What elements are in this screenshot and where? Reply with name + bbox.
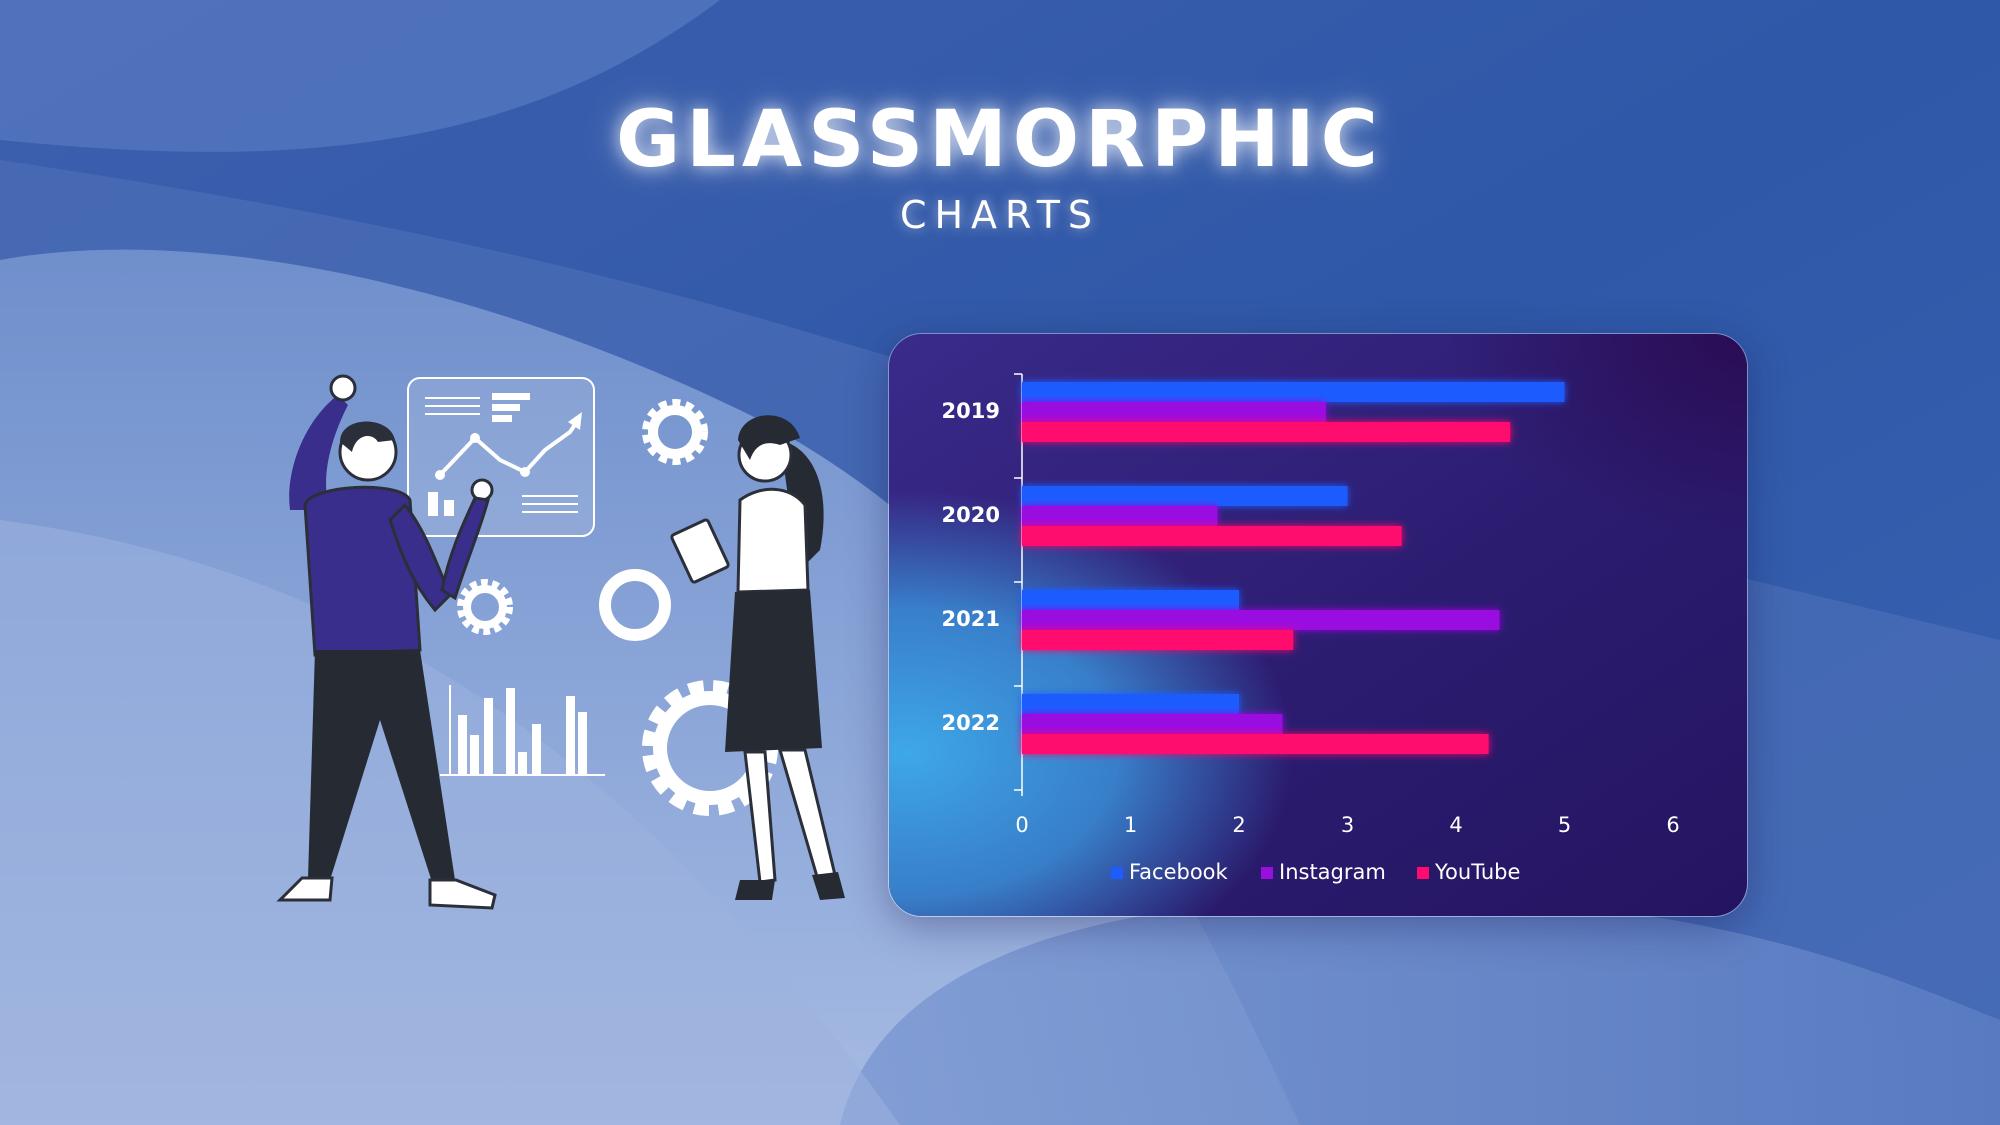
bar-facebook-2022 xyxy=(1022,694,1239,714)
legend-label: YouTube xyxy=(1434,860,1520,884)
bar-chart: 2019 2020 2021 2022 0 1 2 3 4 5 6 Facebook Instagra… xyxy=(889,334,1747,916)
x-tick-label: 4 xyxy=(1449,813,1462,837)
x-tick-label: 6 xyxy=(1666,813,1679,837)
bar-facebook-2021 xyxy=(1022,590,1239,610)
legend-swatch xyxy=(1417,867,1429,879)
legend-label: Facebook xyxy=(1129,860,1229,884)
bar-youtube-2021 xyxy=(1022,630,1294,650)
page-subtitle: CHARTS xyxy=(899,193,1101,237)
y-tick-label: 2021 xyxy=(942,607,1000,631)
business-illustration xyxy=(276,374,845,910)
bar-youtube-2019 xyxy=(1022,422,1511,442)
bar-instagram-2021 xyxy=(1022,610,1500,630)
x-tick-label: 3 xyxy=(1341,813,1354,837)
x-tick-label: 1 xyxy=(1124,813,1137,837)
title-block: GLASSMORPHIC CHARTS xyxy=(0,90,2000,240)
bar-instagram-2020 xyxy=(1022,506,1218,526)
legend-swatch xyxy=(1111,867,1123,879)
bar-facebook-2020 xyxy=(1022,486,1348,506)
woman-holding-tablet xyxy=(670,415,845,900)
chart-card: 2019 2020 2021 2022 0 1 2 3 4 5 6 Facebook Instagra… xyxy=(888,333,1748,917)
bar-facebook-2019 xyxy=(1022,382,1565,402)
plot-area: 2019 2020 2021 2022 0 1 2 3 4 5 6 xyxy=(942,373,1680,837)
y-tick-label: 2019 xyxy=(942,399,1000,423)
bar-chart-icon xyxy=(440,685,605,776)
x-tick-label: 5 xyxy=(1558,813,1571,837)
gear-icon xyxy=(642,399,708,465)
y-tick-label: 2020 xyxy=(942,503,1000,527)
ring-icon xyxy=(599,569,671,641)
bar-youtube-2022 xyxy=(1022,734,1489,754)
bar-instagram-2019 xyxy=(1022,402,1326,422)
legend-label: Instagram xyxy=(1279,860,1386,884)
legend-swatch xyxy=(1261,867,1273,879)
dashboard-panel-icon xyxy=(407,377,595,537)
line-chart-icon xyxy=(435,412,582,480)
y-tick-label: 2022 xyxy=(942,711,1000,735)
chart-legend: Facebook Instagram YouTube xyxy=(1111,860,1520,884)
gear-icon xyxy=(457,579,513,635)
x-tick-label: 0 xyxy=(1015,813,1028,837)
bar-youtube-2020 xyxy=(1022,526,1402,546)
bar-instagram-2022 xyxy=(1022,714,1283,734)
page-title: GLASSMORPHIC xyxy=(616,95,1384,185)
man-raising-hand xyxy=(276,374,497,910)
x-tick-label: 2 xyxy=(1232,813,1245,837)
